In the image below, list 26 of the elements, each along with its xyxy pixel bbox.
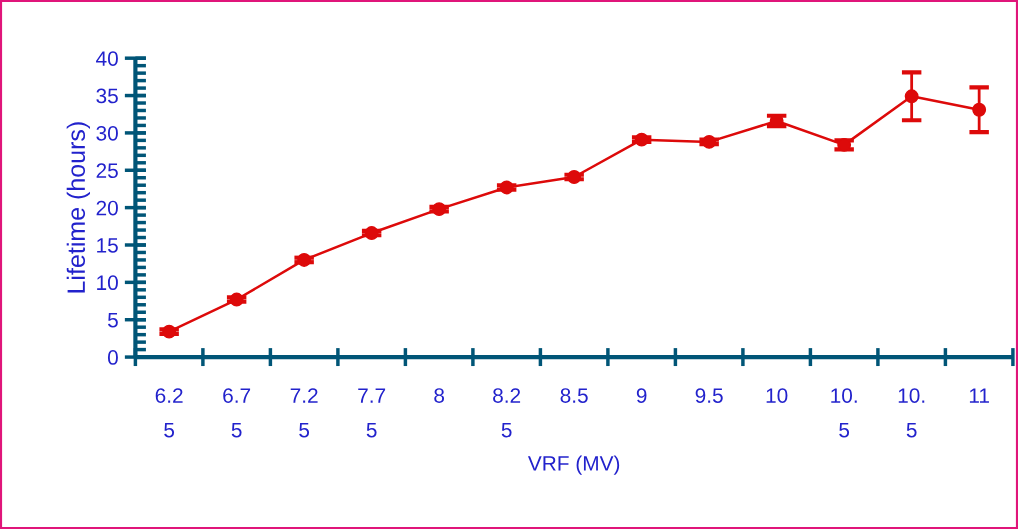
y-tick-label: 10 (97, 275, 118, 291)
y-tick-label: 30 (96, 125, 118, 141)
x-tick-label: 6.25 (155, 388, 183, 438)
x-tick-label: 10.5 (898, 388, 925, 438)
y-tick-label: 15 (97, 238, 118, 253)
x-tick-label: 9.5 (695, 388, 723, 403)
y-tick-label: 5 (107, 312, 118, 328)
x-tick-label: 6.75 (223, 388, 251, 438)
y-tick-label: 0 (107, 350, 118, 365)
x-tick-label: 7.75 (358, 388, 386, 438)
y-tick-label: 20 (96, 200, 118, 216)
x-tick-label: 8.5 (560, 388, 588, 403)
x-tick-label: 9 (636, 388, 647, 403)
x-axis-title: VRF (MV) (527, 455, 620, 475)
x-tick-label: 8 (434, 388, 445, 403)
x-tick-label: 11 (969, 388, 989, 403)
y-tick-label: 25 (96, 163, 118, 179)
y-axis-title: Lifetime (hours) (66, 122, 90, 293)
x-tick-label: 8.25 (493, 388, 521, 438)
point (972, 102, 987, 117)
x-tick-label: 7.25 (290, 388, 318, 438)
x-tick-label: 10.5 (831, 388, 857, 438)
x-tick-label: 10 (766, 388, 788, 403)
y-tick-label: 35 (96, 88, 118, 104)
y-tick-label: 40 (96, 51, 118, 66)
point (904, 89, 919, 104)
